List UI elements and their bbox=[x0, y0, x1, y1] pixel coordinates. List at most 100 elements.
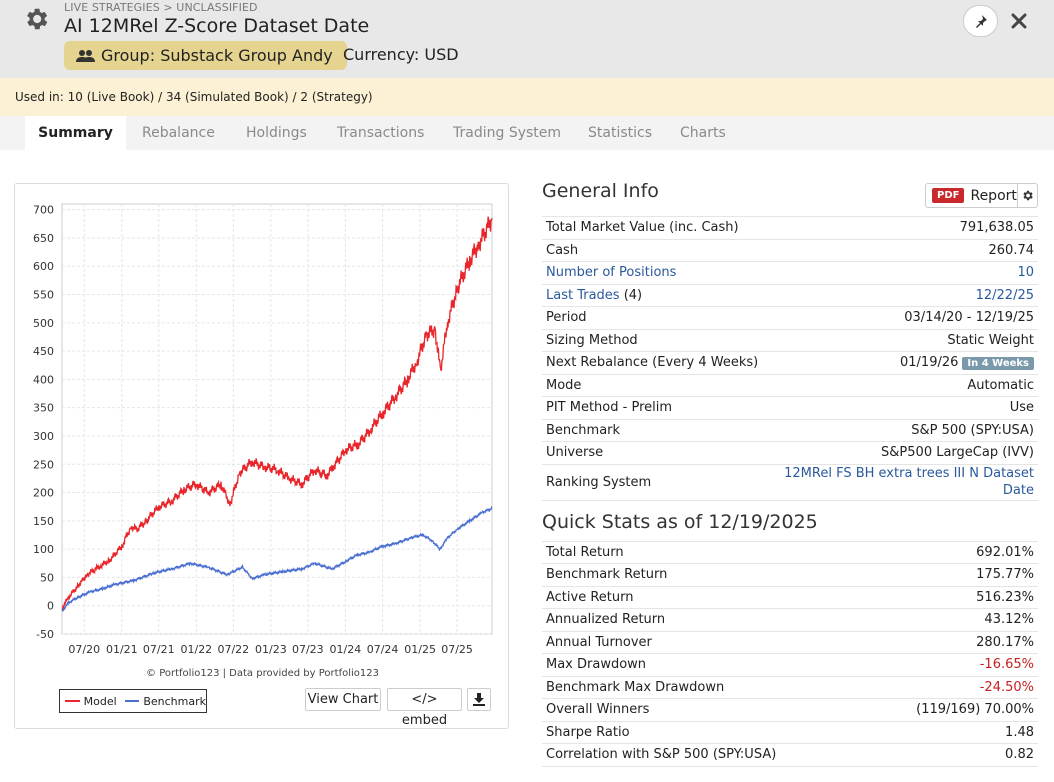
row-value: 03/14/20 - 12/19/25 bbox=[904, 310, 1034, 326]
row-label[interactable]: Number of Positions bbox=[546, 265, 677, 281]
row-value: 280.17% bbox=[976, 634, 1034, 650]
embed-button[interactable]: </> embed bbox=[387, 688, 462, 728]
report-label: Report bbox=[970, 187, 1017, 204]
legend-benchmark-label[interactable]: Benchmark bbox=[143, 694, 206, 708]
legend-benchmark-swatch bbox=[124, 700, 140, 702]
row-label: Benchmark bbox=[546, 422, 621, 438]
used-in-bar: Used in: 10 (Live Book) / 34 (Simulated … bbox=[0, 78, 1054, 116]
info-row: Ranking System 12MRel FS BH extra trees I… bbox=[542, 463, 1038, 500]
y-tick-label: 300 bbox=[33, 430, 54, 443]
row-label: Period bbox=[546, 310, 587, 326]
x-tick-label: 07/22 bbox=[217, 643, 249, 656]
y-tick-label: 550 bbox=[33, 289, 54, 302]
info-row: Sharpe Ratio 1.48 bbox=[542, 720, 1038, 744]
chart-credit: © Portfolio123 | Data provided by Portfo… bbox=[146, 668, 379, 679]
tab-holdings[interactable]: Holdings bbox=[246, 125, 307, 141]
info-row: Benchmark Return 175.77% bbox=[542, 563, 1038, 586]
row-value: 516.23% bbox=[976, 589, 1034, 605]
pin-button[interactable] bbox=[963, 5, 998, 37]
gear-icon bbox=[1023, 190, 1033, 201]
tab-bar: Summary Rebalance Holdings Transactions … bbox=[0, 116, 1054, 150]
y-tick-label: 450 bbox=[33, 345, 54, 358]
row-label: Annual Turnover bbox=[546, 634, 652, 650]
x-tick-label: 01/24 bbox=[330, 643, 362, 656]
info-row: Universe S&P500 LargeCap (IVV) bbox=[542, 441, 1038, 464]
general-info-header: General Info PDF Report bbox=[542, 180, 1038, 216]
close-icon bbox=[1011, 13, 1027, 29]
report-settings-button[interactable] bbox=[1016, 184, 1037, 207]
row-label: Sizing Method bbox=[546, 332, 638, 348]
download-icon bbox=[473, 693, 485, 706]
chart-panel: 700 650 600 550 500 450 400 350 300 250 200 150 100 5… bbox=[14, 183, 509, 729]
download-button[interactable] bbox=[467, 688, 491, 711]
legend-model-swatch bbox=[65, 700, 80, 702]
performance-chart[interactable]: 7006506005505004504003503002502001501005… bbox=[15, 184, 510, 664]
row-value: (119/169) 70.00% bbox=[916, 702, 1034, 718]
row-label: Total Market Value (inc. Cash) bbox=[546, 220, 739, 236]
row-label: Benchmark Return bbox=[546, 567, 668, 583]
x-tick-label: 07/20 bbox=[68, 643, 100, 656]
row-label: PIT Method - Prelim bbox=[546, 400, 673, 416]
general-info-table: Total Market Value (inc. Cash) 791,638.05… bbox=[542, 216, 1038, 501]
x-tick-label: 01/25 bbox=[404, 643, 436, 656]
y-tick-label: 500 bbox=[33, 317, 54, 330]
info-row: Active Return 516.23% bbox=[542, 585, 1038, 609]
row-value: 01/19/26 In 4 Weeks bbox=[900, 355, 1034, 371]
row-value[interactable]: 10 bbox=[1017, 265, 1034, 281]
x-tick-label: 01/21 bbox=[106, 643, 138, 656]
info-row: Benchmark Max Drawdown -24.50% bbox=[542, 675, 1038, 699]
y-tick-label: 0 bbox=[47, 600, 54, 613]
pdf-icon: PDF bbox=[932, 188, 965, 203]
y-tick-label: 350 bbox=[33, 402, 54, 415]
model-series-line bbox=[61, 216, 493, 610]
row-value: -24.50% bbox=[979, 679, 1034, 695]
row-label: Mode bbox=[546, 377, 582, 393]
tab-rebalance[interactable]: Rebalance bbox=[142, 125, 215, 141]
currency-label: Currency: USD bbox=[343, 45, 459, 64]
gear-icon[interactable] bbox=[22, 5, 50, 33]
row-label[interactable]: Last Trades (4) bbox=[546, 287, 643, 303]
row-value: Use bbox=[1009, 400, 1034, 416]
legend-model-label[interactable]: Model bbox=[83, 694, 117, 708]
view-chart-button[interactable]: View Chart bbox=[305, 688, 381, 711]
breadcrumb[interactable]: LIVE STRATEGIES > UNCLASSIFIED bbox=[64, 1, 258, 14]
rebalance-badge: In 4 Weeks bbox=[962, 357, 1034, 371]
y-tick-label: 100 bbox=[33, 543, 54, 556]
info-row: Next Rebalance (Every 4 Weeks) 01/19/26 In… bbox=[542, 351, 1038, 374]
group-label: Group: Substack Group Andy bbox=[101, 46, 333, 65]
row-value: 1.48 bbox=[1005, 724, 1034, 740]
quick-stats-title: Quick Stats as of 12/19/2025 bbox=[542, 510, 818, 533]
quick-stats-header: Quick Stats as of 12/19/2025 bbox=[542, 501, 1038, 541]
row-label: Correlation with S&P 500 (SPY:USA) bbox=[546, 747, 777, 763]
row-value: -16.65% bbox=[979, 657, 1034, 673]
row-label: Annualized Return bbox=[546, 612, 666, 628]
quick-stats-table: Total Return 692.01% Benchmark Return 175.7… bbox=[542, 540, 1038, 767]
row-value: Automatic bbox=[967, 377, 1034, 393]
info-row: Period 03/14/20 - 12/19/25 bbox=[542, 306, 1038, 329]
row-value: 791,638.05 bbox=[959, 220, 1034, 236]
info-row: Sizing Method Static Weight bbox=[542, 328, 1038, 352]
close-button[interactable] bbox=[1008, 9, 1030, 33]
chart-legend: Model Benchmark bbox=[59, 689, 207, 713]
tab-charts[interactable]: Charts bbox=[680, 125, 726, 141]
info-row: Benchmark S&P 500 (SPY:USA) bbox=[542, 418, 1038, 442]
tab-trading-system[interactable]: Trading System bbox=[453, 125, 562, 141]
report-button[interactable]: PDF Report bbox=[925, 183, 1038, 208]
row-label: Ranking System bbox=[546, 474, 652, 490]
row-label: Next Rebalance (Every 4 Weeks) bbox=[546, 355, 759, 371]
row-label: Benchmark Max Drawdown bbox=[546, 679, 725, 695]
row-value[interactable]: 12/22/25 bbox=[975, 287, 1034, 303]
row-label: Overall Winners bbox=[546, 702, 650, 718]
y-tick-label: 150 bbox=[33, 515, 54, 528]
group-badge[interactable]: Group: Substack Group Andy bbox=[64, 41, 347, 70]
tab-statistics[interactable]: Statistics bbox=[588, 125, 652, 141]
row-value: 43.12% bbox=[984, 612, 1034, 628]
info-row: Number of Positions 10 bbox=[542, 261, 1038, 284]
page-header: LIVE STRATEGIES > UNCLASSIFIED AI 12MRel… bbox=[0, 0, 1054, 78]
x-tick-label: 07/21 bbox=[143, 643, 175, 656]
tab-summary[interactable]: Summary bbox=[25, 116, 126, 150]
y-tick-label: 250 bbox=[33, 458, 54, 471]
tab-transactions[interactable]: Transactions bbox=[337, 125, 425, 141]
row-value[interactable]: 12MRel FS BH extra trees III N Dataset D… bbox=[784, 466, 1034, 498]
x-tick-label: 01/22 bbox=[180, 643, 212, 656]
